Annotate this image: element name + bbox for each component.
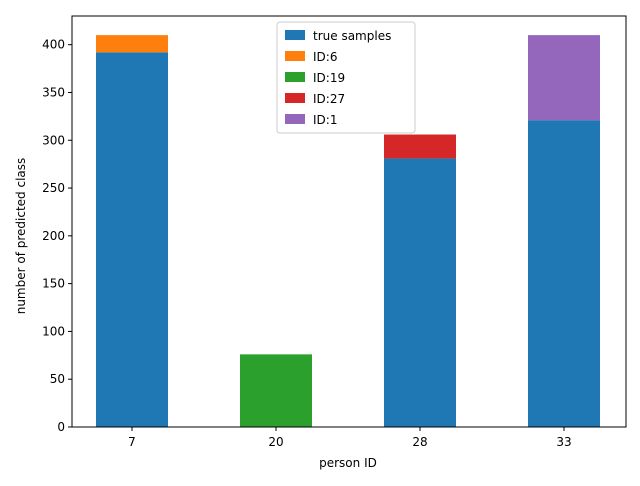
legend-box — [276, 21, 416, 134]
legend-swatch-1 — [285, 51, 305, 61]
x-tick-label-28: 28 — [412, 435, 427, 449]
y-tick-label-100: 100 — [42, 324, 65, 338]
x-tick-label-7: 7 — [128, 435, 136, 449]
y-tick-label-150: 150 — [42, 277, 65, 291]
plot-frame — [71, 15, 627, 428]
legend-label-2: ID:19 — [313, 71, 345, 85]
y-tick-label-300: 300 — [42, 133, 65, 147]
bar-33-series-0 — [528, 120, 600, 428]
legend-label-1: ID:6 — [313, 50, 337, 64]
legend-label-0: true samples — [313, 29, 391, 43]
axes-layer: 0 50 100 150 200 250 300 350 400 7 20 28 33 — [42, 15, 627, 449]
x-tick-label-20: 20 — [268, 435, 283, 449]
legend-label-4: ID:1 — [313, 113, 337, 127]
bar-7-series-0 — [96, 52, 168, 428]
bar-28-series-3 — [384, 134, 456, 159]
bars-layer — [96, 35, 600, 428]
y-tick-label-200: 200 — [42, 229, 65, 243]
bar-28-series-0 — [384, 158, 456, 428]
y-tick-label-400: 400 — [42, 38, 65, 52]
bar-7-series-1 — [96, 35, 168, 53]
y-tick-label-50: 50 — [50, 372, 65, 386]
x-axis-label: person ID — [319, 456, 377, 470]
legend-swatch-3 — [285, 93, 305, 103]
bar-20-series-2 — [240, 354, 312, 427]
legend-swatch-0 — [285, 30, 305, 40]
bar-33-series-4 — [528, 35, 600, 121]
legend-swatch-4 — [285, 114, 305, 124]
y-axis-label: number of predicted class — [14, 158, 28, 315]
legend-swatch-2 — [285, 72, 305, 82]
y-tick-label-0: 0 — [57, 420, 65, 434]
y-tick-label-350: 350 — [42, 85, 65, 99]
legend-label-3: ID:27 — [313, 92, 345, 106]
legend: true samples ID:6 ID:19 ID:27 ID:1 — [276, 21, 416, 134]
x-tick-label-33: 33 — [556, 435, 571, 449]
y-tick-label-250: 250 — [42, 181, 65, 195]
